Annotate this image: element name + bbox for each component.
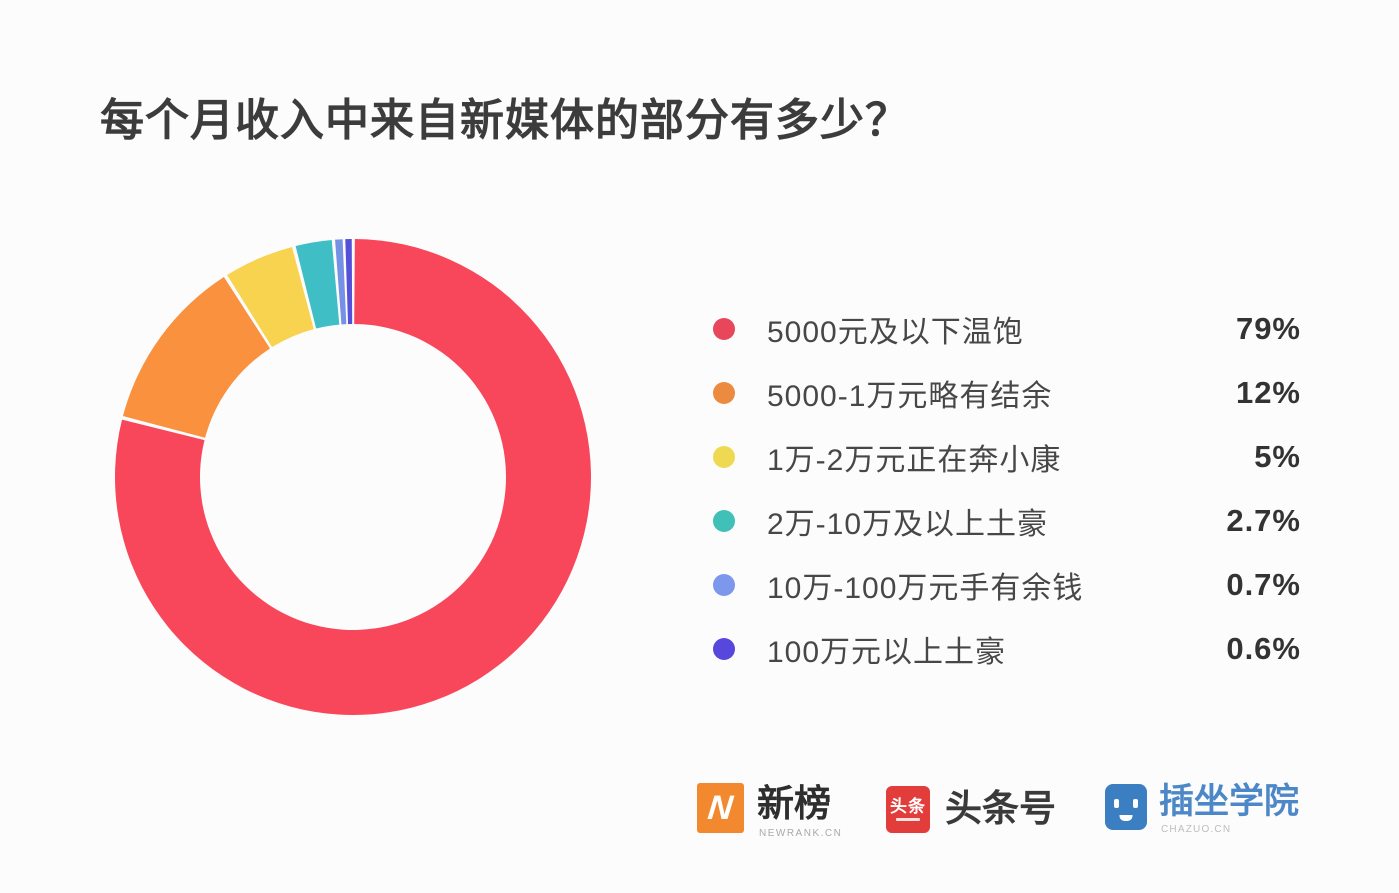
legend-percent-value: 12% [1235, 375, 1301, 410]
legend-label: 100万元以上土豪 [767, 636, 1007, 669]
legend-percent-value: 2.7% [1226, 503, 1301, 538]
toutiao-icon-bar [896, 818, 920, 821]
legend-color-dot [713, 638, 735, 660]
legend-color-dot [713, 446, 735, 468]
newrank-brand: N 新榜 NEWRANK.CN [697, 783, 842, 839]
chart-legend: 5000元及以下温饱 79% 5000-1万元略有结余 12% 1万-2万元正在… [713, 311, 1301, 669]
newrank-brand-url: NEWRANK.CN [759, 827, 843, 839]
legend-item: 100万元以上土豪 0.6% [713, 631, 1301, 669]
legend-item: 5000-1万元略有结余 12% [713, 375, 1301, 413]
chart-title: 每个月收入中来自新媒体的部分有多少？ [100, 96, 910, 145]
toutiao-brand-name: 头条号 [945, 788, 1056, 830]
toutiao-brand: 头条 头条号 [886, 786, 1056, 833]
legend-label: 5000-1万元略有结余 [767, 380, 1053, 413]
legend-color-dot [713, 574, 735, 596]
legend-item: 1万-2万元正在奔小康 5% [713, 439, 1301, 477]
legend-percent-value: 79% [1235, 311, 1301, 346]
legend-color-dot [713, 382, 735, 404]
donut-chart [114, 239, 591, 716]
chazuo-brand: 插坐学院 CHAZUO.CN [1105, 782, 1300, 835]
legend-color-dot [713, 318, 735, 340]
chazuo-brand-name: 插坐学院 [1159, 782, 1300, 821]
legend-item: 10万-100万元手有余钱 0.7% [713, 567, 1301, 605]
legend-label: 5000元及以下温饱 [767, 316, 1024, 349]
chazuo-face-mouth [1119, 815, 1133, 821]
donut-segment-1 [122, 277, 271, 438]
legend-item: 5000元及以下温饱 79% [713, 311, 1301, 349]
chazuo-face-right-eye [1133, 799, 1138, 808]
donut-segment-0 [114, 239, 591, 716]
donut-segment-2 [227, 246, 314, 348]
chazuo-brand-url: CHAZUO.CN [1161, 823, 1232, 835]
donut-segment-4 [335, 239, 347, 325]
chazuo-logo-icon [1105, 784, 1147, 830]
toutiao-icon-chars: 头条 [890, 797, 926, 816]
legend-label: 1万-2万元正在奔小康 [767, 444, 1062, 477]
legend-item: 2万-10万及以上土豪 2.7% [713, 503, 1301, 541]
newrank-n-glyph: N [706, 789, 735, 827]
legend-percent-value: 0.7% [1226, 567, 1301, 602]
legend-percent-value: 5% [1254, 439, 1301, 474]
donut-segment-5 [345, 239, 353, 325]
legend-color-dot [713, 510, 735, 532]
newrank-brand-name: 新榜 [757, 783, 831, 824]
legend-label: 10万-100万元手有余钱 [767, 572, 1084, 605]
toutiao-logo-icon: 头条 [886, 786, 930, 833]
legend-label: 2万-10万及以上土豪 [767, 508, 1049, 541]
chazuo-face-left-eye [1114, 799, 1119, 808]
donut-segment-3 [295, 239, 340, 329]
legend-percent-value: 0.6% [1226, 631, 1301, 666]
newrank-logo-icon: N [697, 783, 744, 833]
donut-chart-container [113, 237, 593, 717]
